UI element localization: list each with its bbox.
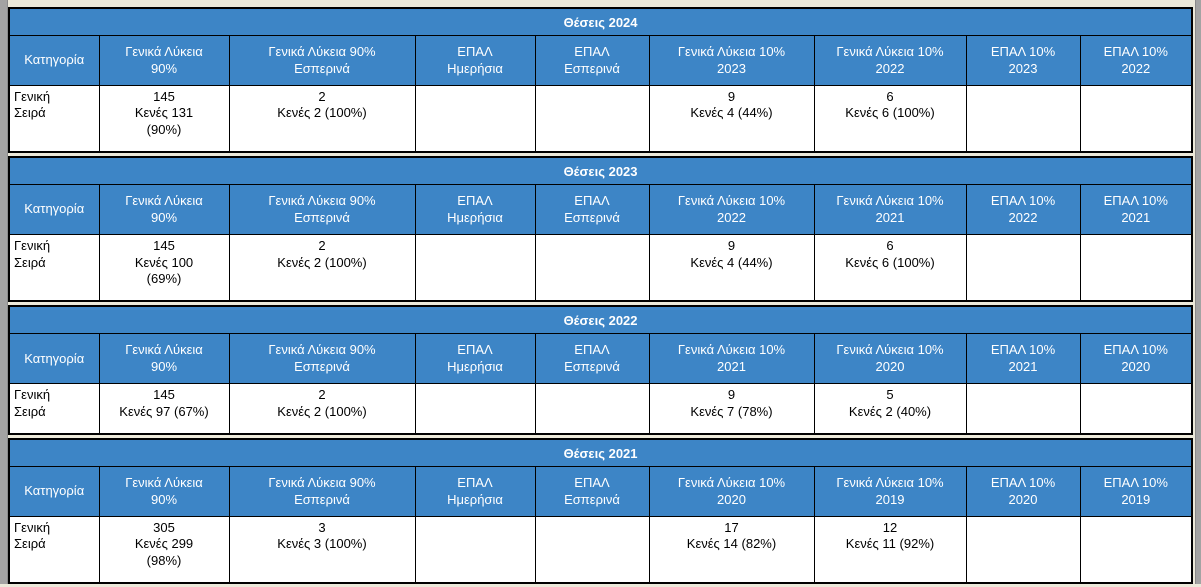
table-header-row: Κατηγορία Γενικά Λύκεια 90% Γενικά Λύκει… [8,35,1193,86]
col-header-gel-10-year2: Γενικά Λύκεια 10% 2020 [813,333,967,385]
right-frame-band [1195,0,1201,584]
col-header-epal-10-year1: ΕΠΑΛ 10% 2022 [965,184,1081,236]
col-header-gel-10-year2: Γενικά Λύκεια 10% 2021 [813,184,967,236]
positions-table-2023: Θέσεις 2023 Κατηγορία Γενικά Λύκεια 90% … [8,156,1194,303]
col-header-epal-10-year1: ΕΠΑΛ 10% 2021 [965,333,1081,385]
table-row: Γενική Σειρά 145 Κενές 131 (90%) 2 Κενές… [8,85,1193,153]
cell-gel-90-esperina: 2 Κενές 2 (100%) [228,85,416,153]
table-title-row: Θέσεις 2023 [8,156,1193,186]
cell-gel-10-year1: 9 Κενές 7 (78%) [648,383,815,435]
cell-epal-imerisia [414,234,536,302]
col-header-gel-90: Γενικά Λύκεια 90% [98,35,230,86]
positions-tables-container: Θέσεις 2024 Κατηγορία Γενικά Λύκεια 90% … [8,7,1194,587]
col-header-gel-10-year1: Γενικά Λύκεια 10% 2020 [648,466,815,517]
cell-epal-10-year1 [965,234,1081,302]
cell-gel-10-year2: 6 Κενές 6 (100%) [813,85,967,153]
table-header-row: Κατηγορία Γενικά Λύκεια 90% Γενικά Λύκει… [8,333,1193,385]
table-row: Γενική Σειρά 145 Κενές 97 (67%) 2 Κενές … [8,383,1193,435]
col-header-category: Κατηγορία [8,333,100,385]
cell-epal-esperina [534,383,650,435]
cell-category: Γενική Σειρά [8,85,100,153]
cell-gel-10-year2: 12 Κενές 11 (92%) [813,516,967,584]
left-frame-band [0,0,8,584]
table-header-row: Κατηγορία Γενικά Λύκεια 90% Γενικά Λύκει… [8,184,1193,236]
col-header-gel-90-esperina: Γενικά Λύκεια 90% Εσπερινά [228,35,416,86]
col-header-epal-esperina: ΕΠΑΛ Εσπερινά [534,184,650,236]
cell-epal-10-year2 [1079,383,1193,435]
col-header-epal-10-year1: ΕΠΑΛ 10% 2020 [965,466,1081,517]
cell-epal-10-year2 [1079,234,1193,302]
col-header-epal-10-year1: ΕΠΑΛ 10% 2023 [965,35,1081,86]
cell-epal-esperina [534,234,650,302]
cell-epal-esperina [534,516,650,584]
cell-epal-imerisia [414,516,536,584]
positions-table-2024: Θέσεις 2024 Κατηγορία Γενικά Λύκεια 90% … [8,7,1194,154]
col-header-gel-10-year2: Γενικά Λύκεια 10% 2019 [813,466,967,517]
cell-category: Γενική Σειρά [8,516,100,584]
col-header-gel-10-year1: Γενικά Λύκεια 10% 2022 [648,184,815,236]
col-header-gel-90-esperina: Γενικά Λύκεια 90% Εσπερινά [228,466,416,517]
col-header-gel-90: Γενικά Λύκεια 90% [98,184,230,236]
col-header-epal-imerisia: ΕΠΑΛ Ημερήσια [414,333,536,385]
table-title-row: Θέσεις 2022 [8,305,1193,335]
table-title-row: Θέσεις 2021 [8,438,1193,467]
cell-gel-10-year1: 9 Κενές 4 (44%) [648,234,815,302]
cell-category: Γενική Σειρά [8,234,100,302]
col-header-gel-10-year1: Γενικά Λύκεια 10% 2021 [648,333,815,385]
col-header-epal-imerisia: ΕΠΑΛ Ημερήσια [414,466,536,517]
positions-table-2021: Θέσεις 2021 Κατηγορία Γενικά Λύκεια 90% … [8,438,1194,585]
col-header-category: Κατηγορία [8,466,100,517]
table-header-row: Κατηγορία Γενικά Λύκεια 90% Γενικά Λύκει… [8,466,1193,517]
cell-epal-10-year2 [1079,516,1193,584]
cell-gel-10-year2: 5 Κενές 2 (40%) [813,383,967,435]
cell-epal-10-year2 [1079,85,1193,153]
cell-gel-90: 145 Κενές 131 (90%) [98,85,230,153]
cell-category: Γενική Σειρά [8,383,100,435]
col-header-epal-esperina: ΕΠΑΛ Εσπερινά [534,333,650,385]
table-title-row: Θέσεις 2024 [8,7,1193,36]
col-header-category: Κατηγορία [8,35,100,86]
cell-gel-90-esperina: 2 Κενές 2 (100%) [228,234,416,302]
cell-gel-90-esperina: 2 Κενές 2 (100%) [228,383,416,435]
col-header-gel-90: Γενικά Λύκεια 90% [98,466,230,517]
cell-gel-90: 145 Κενές 100 (69%) [98,234,230,302]
table-title: Θέσεις 2023 [8,156,1193,186]
cell-epal-10-year1 [965,516,1081,584]
col-header-gel-90: Γενικά Λύκεια 90% [98,333,230,385]
table-title: Θέσεις 2021 [8,438,1193,467]
col-header-category: Κατηγορία [8,184,100,236]
cell-epal-imerisia [414,383,536,435]
cell-epal-esperina [534,85,650,153]
col-header-gel-90-esperina: Γενικά Λύκεια 90% Εσπερινά [228,184,416,236]
cell-gel-90: 305 Κενές 299 (98%) [98,516,230,584]
col-header-epal-esperina: ΕΠΑΛ Εσπερινά [534,35,650,86]
col-header-gel-10-year1: Γενικά Λύκεια 10% 2023 [648,35,815,86]
cell-epal-imerisia [414,85,536,153]
col-header-epal-esperina: ΕΠΑΛ Εσπερινά [534,466,650,517]
table-row: Γενική Σειρά 305 Κενές 299 (98%) 3 Κενές… [8,516,1193,584]
col-header-gel-10-year2: Γενικά Λύκεια 10% 2022 [813,35,967,86]
col-header-epal-10-year2: ΕΠΑΛ 10% 2022 [1079,35,1193,86]
col-header-epal-10-year2: ΕΠΑΛ 10% 2021 [1079,184,1193,236]
col-header-gel-90-esperina: Γενικά Λύκεια 90% Εσπερινά [228,333,416,385]
col-header-epal-10-year2: ΕΠΑΛ 10% 2019 [1079,466,1193,517]
positions-table-2022: Θέσεις 2022 Κατηγορία Γενικά Λύκεια 90% … [8,305,1194,435]
cell-gel-10-year1: 17 Κενές 14 (82%) [648,516,815,584]
table-title: Θέσεις 2024 [8,7,1193,36]
cell-gel-10-year2: 6 Κενές 6 (100%) [813,234,967,302]
col-header-epal-imerisia: ΕΠΑΛ Ημερήσια [414,35,536,86]
cell-gel-90-esperina: 3 Κενές 3 (100%) [228,516,416,584]
table-row: Γενική Σειρά 145 Κενές 100 (69%) 2 Κενές… [8,234,1193,302]
cell-epal-10-year1 [965,383,1081,435]
cell-gel-10-year1: 9 Κενές 4 (44%) [648,85,815,153]
cell-epal-10-year1 [965,85,1081,153]
col-header-epal-imerisia: ΕΠΑΛ Ημερήσια [414,184,536,236]
col-header-epal-10-year2: ΕΠΑΛ 10% 2020 [1079,333,1193,385]
table-title: Θέσεις 2022 [8,305,1193,335]
cell-gel-90: 145 Κενές 97 (67%) [98,383,230,435]
